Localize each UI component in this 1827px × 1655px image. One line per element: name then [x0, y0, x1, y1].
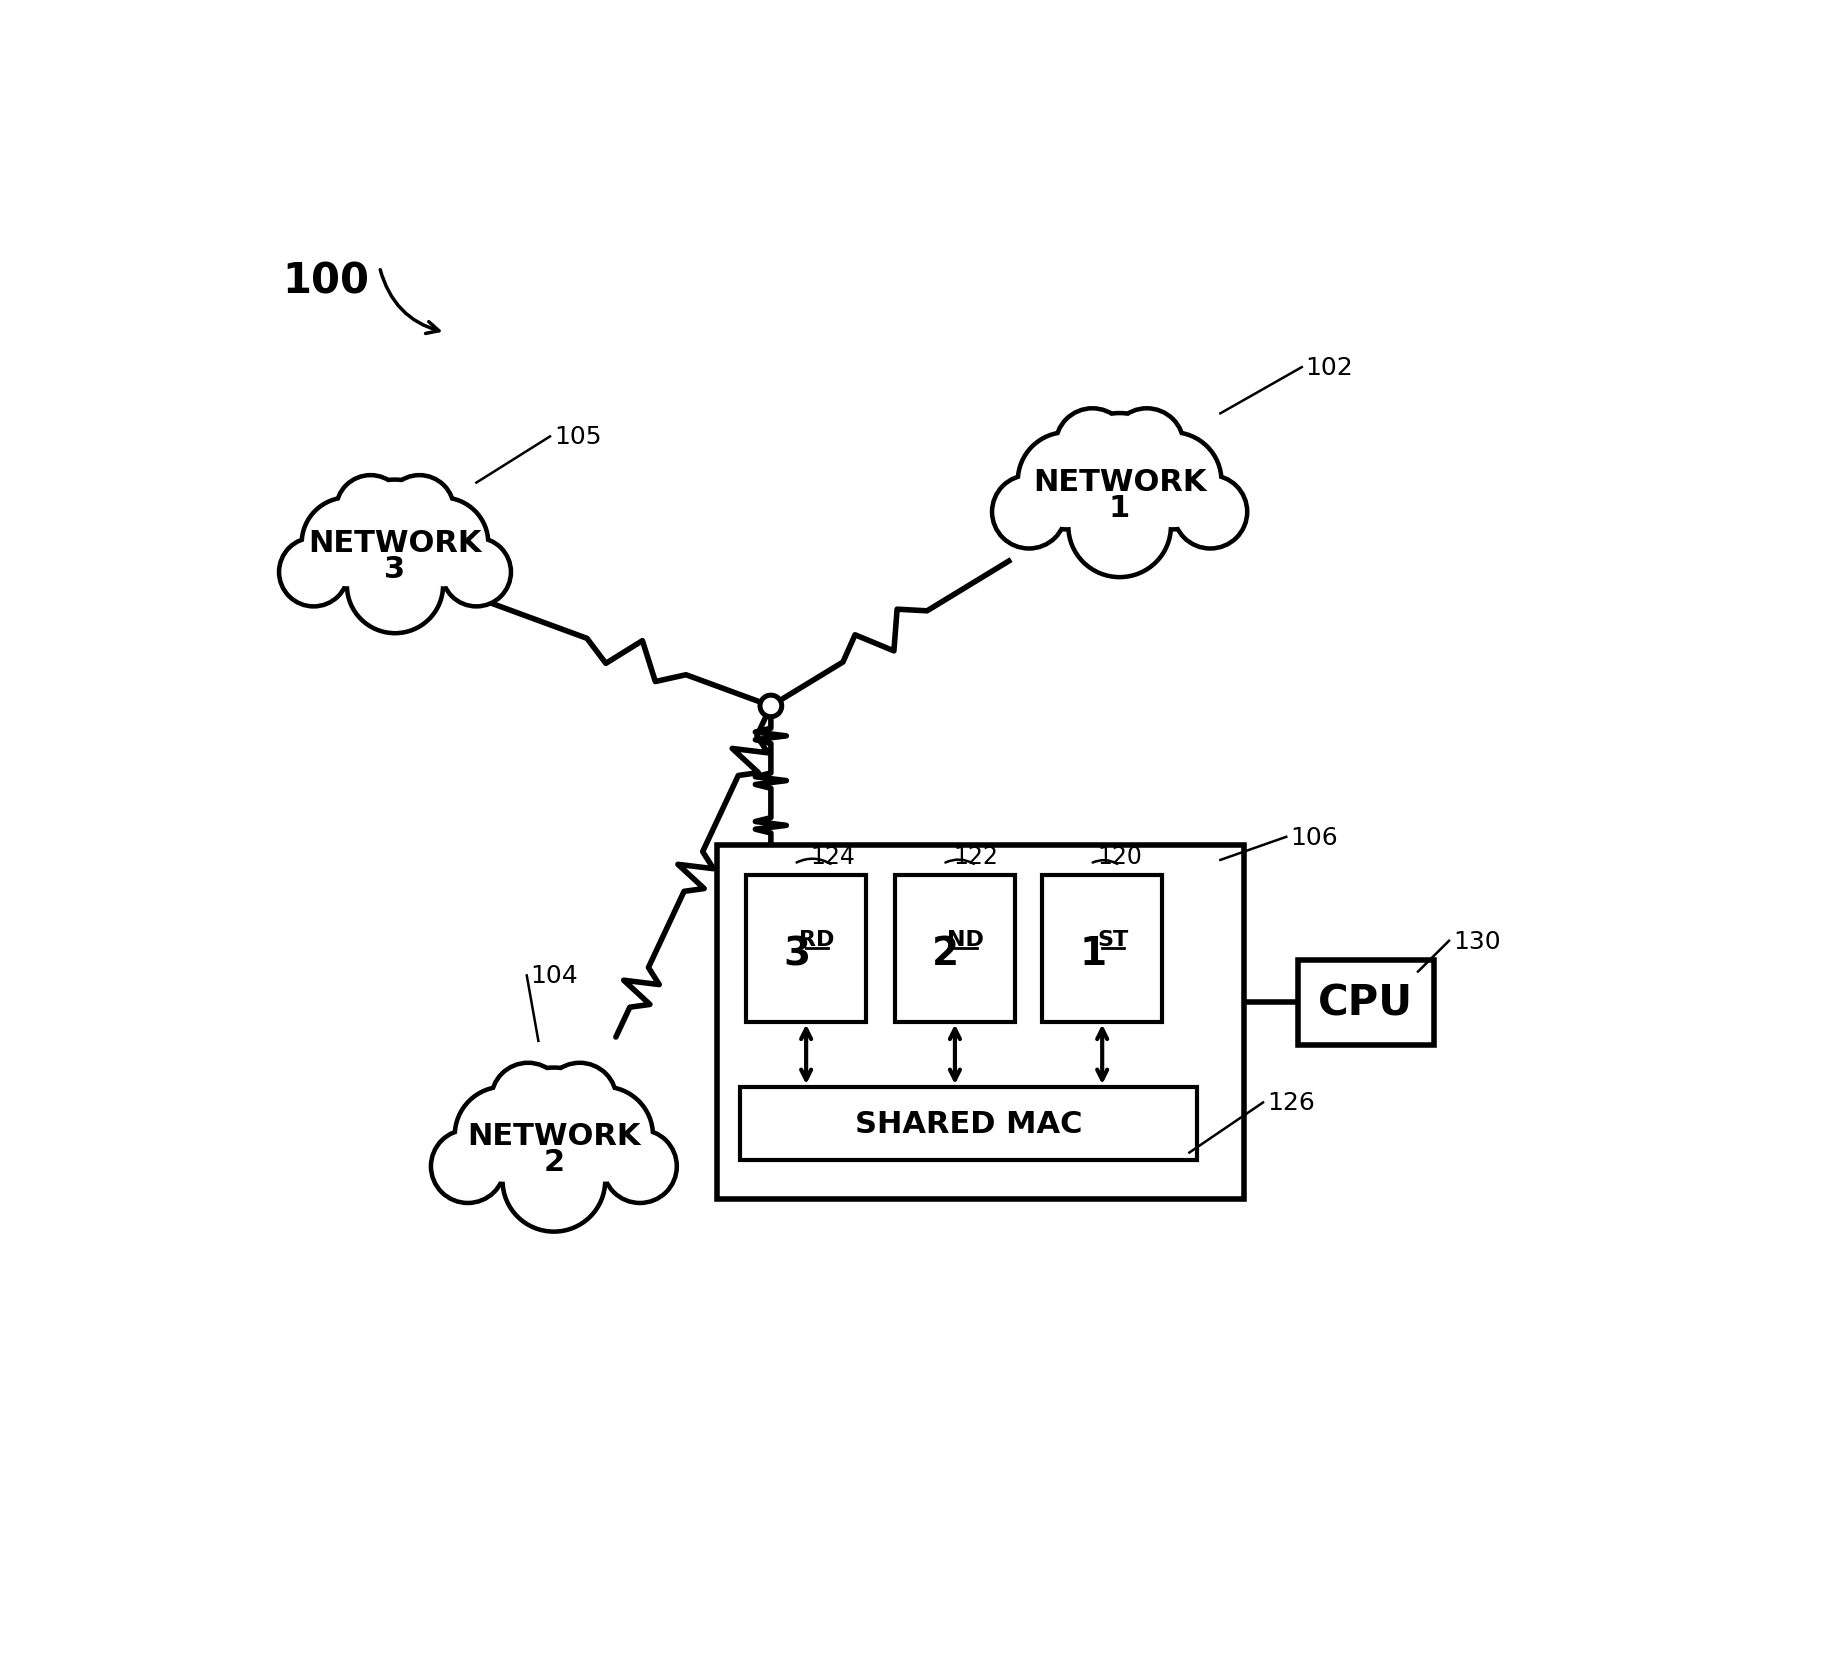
Circle shape: [1113, 412, 1180, 480]
Circle shape: [459, 1091, 550, 1182]
Text: 122: 122: [954, 844, 999, 869]
Circle shape: [280, 540, 347, 606]
Text: 2: 2: [932, 935, 959, 973]
Text: 104: 104: [530, 963, 579, 988]
Circle shape: [992, 477, 1065, 548]
Circle shape: [444, 541, 508, 604]
Circle shape: [338, 483, 451, 596]
Circle shape: [506, 1134, 603, 1230]
Text: 130: 130: [1452, 928, 1500, 953]
Text: 1: 1: [1109, 493, 1131, 523]
Circle shape: [433, 1134, 502, 1200]
Circle shape: [504, 1130, 605, 1231]
Circle shape: [491, 1064, 565, 1135]
Text: ST: ST: [1098, 930, 1129, 950]
Text: 3: 3: [784, 935, 811, 973]
Bar: [895, 875, 1016, 1023]
Circle shape: [336, 482, 453, 597]
Circle shape: [398, 500, 488, 588]
Circle shape: [336, 477, 404, 543]
Bar: [740, 1087, 1197, 1160]
Text: NETWORK: NETWORK: [1032, 467, 1206, 496]
Text: 3: 3: [384, 554, 406, 584]
Text: 102: 102: [1306, 356, 1354, 381]
Text: 120: 120: [1098, 844, 1142, 869]
Text: 2: 2: [543, 1147, 565, 1177]
Bar: [1041, 875, 1162, 1023]
Circle shape: [455, 1087, 552, 1183]
Circle shape: [493, 1066, 563, 1134]
Circle shape: [1124, 434, 1220, 530]
Circle shape: [1021, 435, 1113, 526]
Text: NETWORK: NETWORK: [309, 530, 482, 558]
Circle shape: [1060, 417, 1180, 536]
Circle shape: [347, 540, 442, 632]
Circle shape: [303, 500, 393, 588]
Text: 1: 1: [1080, 935, 1107, 973]
Circle shape: [605, 1130, 676, 1203]
Text: SHARED MAC: SHARED MAC: [855, 1109, 1082, 1139]
Text: CPU: CPU: [1317, 981, 1414, 1024]
Circle shape: [1069, 477, 1169, 578]
Text: NETWORK: NETWORK: [468, 1122, 641, 1150]
Text: 126: 126: [1266, 1091, 1315, 1115]
Circle shape: [431, 1130, 504, 1203]
Circle shape: [387, 478, 451, 541]
Circle shape: [351, 541, 440, 631]
Text: ND: ND: [948, 930, 985, 950]
Circle shape: [546, 1066, 614, 1134]
Bar: [716, 846, 1244, 1198]
Text: 106: 106: [1290, 826, 1337, 849]
Circle shape: [1127, 435, 1219, 526]
Circle shape: [1056, 410, 1129, 482]
Circle shape: [1111, 410, 1182, 482]
Circle shape: [491, 1069, 616, 1193]
Text: 105: 105: [554, 425, 601, 449]
Circle shape: [385, 477, 453, 543]
Circle shape: [493, 1071, 614, 1190]
Bar: [1297, 960, 1434, 1044]
Circle shape: [996, 478, 1063, 546]
Circle shape: [555, 1087, 652, 1183]
Text: 124: 124: [811, 844, 855, 869]
Circle shape: [1071, 478, 1167, 574]
Text: RD: RD: [798, 930, 835, 950]
Circle shape: [544, 1064, 616, 1135]
Circle shape: [305, 501, 391, 586]
Circle shape: [1058, 412, 1127, 480]
Circle shape: [281, 541, 345, 604]
Bar: [745, 875, 866, 1023]
Circle shape: [557, 1091, 650, 1182]
Circle shape: [1177, 478, 1244, 546]
Text: 100: 100: [283, 260, 369, 303]
Circle shape: [760, 695, 782, 717]
Circle shape: [340, 478, 402, 541]
Circle shape: [442, 540, 510, 606]
Circle shape: [1175, 477, 1246, 548]
Circle shape: [400, 501, 486, 586]
Circle shape: [1019, 434, 1114, 530]
Circle shape: [1058, 415, 1182, 540]
Circle shape: [607, 1134, 674, 1200]
